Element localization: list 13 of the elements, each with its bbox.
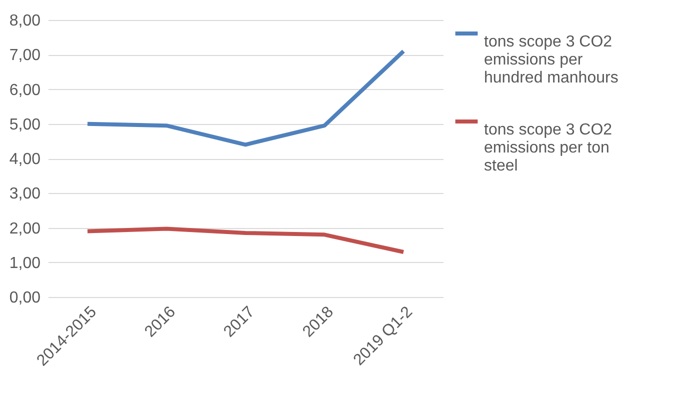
line-series	[86, 49, 406, 147]
y-tick-label: 8,00	[9, 12, 41, 30]
legend-label: tons scope 3 CO2 emissions per ton steel	[484, 122, 612, 174]
y-tick-label: 6,00	[9, 82, 41, 99]
y-tick-label: 2,00	[9, 220, 41, 238]
legend-label: tons scope 3 CO2 emissions per hundred manhours	[484, 34, 618, 86]
line-series	[86, 226, 406, 254]
y-tick-label: 3,00	[9, 186, 41, 203]
y-tick-label: 1,00	[9, 254, 41, 272]
y-tick-label: 7,00	[9, 47, 41, 64]
y-tick-label: 5,00	[9, 116, 41, 134]
y-tick-label: 4,00	[9, 151, 41, 168]
y-tick-label: 0,00	[9, 290, 41, 306]
